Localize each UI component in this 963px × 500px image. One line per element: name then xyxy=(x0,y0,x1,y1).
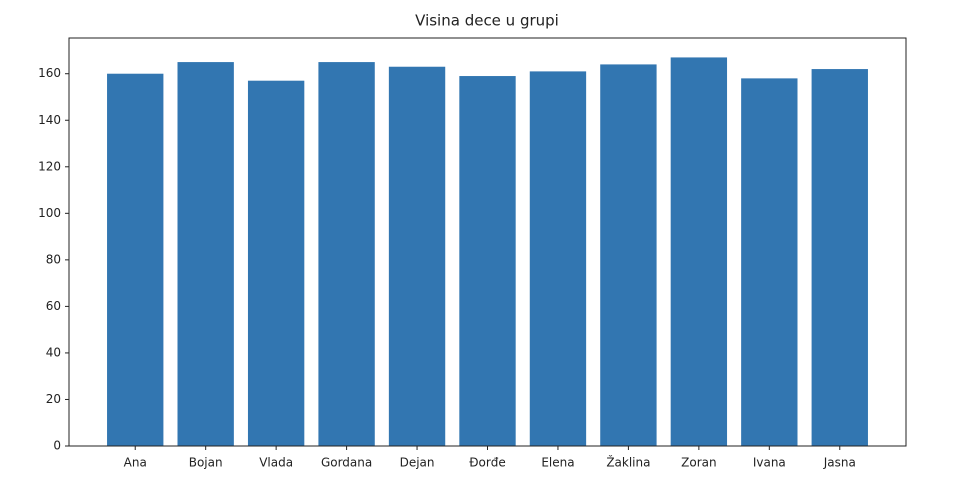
x-tick-label: Zoran xyxy=(681,456,716,470)
x-tick-label: Vlada xyxy=(259,456,293,470)
x-tick-label: Jasna xyxy=(823,456,856,470)
bar xyxy=(318,62,375,446)
bar xyxy=(529,71,587,446)
x-tick-label: Ivana xyxy=(753,456,786,470)
plot-frame xyxy=(68,37,907,447)
x-tick-label: Bojan xyxy=(189,456,223,470)
bar xyxy=(741,78,798,447)
x-tick-label: Žaklina xyxy=(606,455,650,470)
chart-title: Visina dece u grupi xyxy=(415,12,559,30)
bar xyxy=(459,76,516,446)
bar xyxy=(247,80,305,446)
bar xyxy=(811,69,868,447)
x-tick-label: Elena xyxy=(541,456,574,470)
y-tick-label: 120 xyxy=(38,159,61,173)
bar xyxy=(600,64,657,446)
y-tick-label: 140 xyxy=(38,113,61,127)
y-tick-label: 40 xyxy=(46,345,61,359)
x-tick-label: Dejan xyxy=(400,456,435,470)
y-tick-label: 20 xyxy=(46,392,61,406)
y-tick-label: 160 xyxy=(38,66,61,80)
y-tick-label: 60 xyxy=(46,299,61,313)
y-tick-label: 0 xyxy=(53,439,61,453)
bar xyxy=(177,62,234,446)
x-tick-label: Đorđe xyxy=(469,456,506,470)
bar xyxy=(388,66,446,447)
x-tick-label: Gordana xyxy=(321,456,372,470)
bar xyxy=(107,73,164,446)
bar xyxy=(670,57,728,447)
x-tick-label: Ana xyxy=(124,456,147,470)
y-tick-label: 100 xyxy=(38,206,61,220)
y-tick-label: 80 xyxy=(46,252,61,266)
